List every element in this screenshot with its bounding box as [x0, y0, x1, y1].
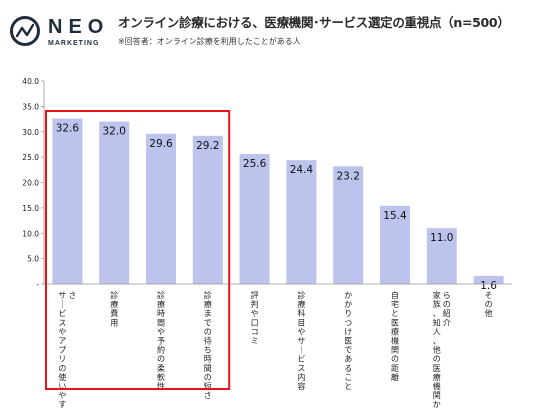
bar-4: [192, 135, 223, 284]
bar-6: [286, 160, 317, 284]
y-tick-label: 35.0: [22, 102, 39, 111]
logo-brand-text: NEO: [48, 16, 110, 38]
chart-title: オンライン診療における、医療機関･サービス選定の重視点（n=500）: [118, 15, 510, 30]
category-label-6: 診療科目やサ｜ビス内容: [297, 290, 305, 391]
value-label-2: 32.0: [103, 126, 126, 138]
bar-8: [380, 205, 410, 284]
respondent-note: ※回答者：オンライン診療を利用したことがある人: [118, 37, 301, 46]
category-label-1: サ｜ビスやアプリの使いやすさ: [58, 291, 76, 409]
highlight-box: [45, 110, 231, 390]
bar-10: [473, 275, 504, 284]
bar-3: [146, 133, 176, 284]
category-label-2: 診療費用: [110, 290, 118, 327]
logo-mark-icon: [10, 16, 40, 46]
bar-1: [52, 118, 83, 285]
y-tick-label: 40.0: [22, 77, 39, 86]
y-tick-label: 30.0: [22, 128, 39, 137]
bar-9: [426, 228, 457, 284]
y-tick-label: 25.0: [22, 153, 39, 162]
y-tick-label: 5.0: [27, 255, 39, 264]
value-label-6: 24.4: [290, 164, 314, 176]
category-label-5: 評判や口コミ: [251, 290, 259, 346]
bar-2: [99, 121, 130, 284]
y-tick-label: 15.0: [22, 204, 39, 213]
value-label-9: 11.0: [430, 232, 453, 244]
y-tick-label: 20.0: [22, 179, 39, 188]
value-label-1: 32.6: [56, 123, 80, 135]
category-label-8: 自宅と医療機関の距離: [391, 290, 399, 382]
y-tick-label: -: [36, 280, 39, 289]
neo-marketing-logo: NEO MARKETING: [10, 10, 108, 54]
value-label-5: 25.6: [243, 158, 267, 170]
bar-7: [333, 166, 364, 284]
category-label-4: 診療までの待ち時間の短さ: [204, 290, 212, 400]
value-label-7: 23.2: [337, 170, 360, 182]
value-label-4: 29.2: [196, 140, 219, 152]
y-tick-label: 10.0: [22, 229, 39, 238]
category-label-3: 診療時間や予約の柔軟性: [157, 290, 165, 391]
category-label-9: 家族、知人、他の医療機関からの紹介: [433, 290, 451, 409]
category-label-10: その他: [485, 291, 493, 318]
value-label-10: 1.6: [480, 280, 497, 292]
value-label-8: 15.4: [383, 210, 407, 222]
value-label-3: 29.6: [149, 138, 173, 150]
bar-5: [239, 154, 270, 284]
category-label-7: かかりつけ医であること: [344, 291, 352, 391]
logo-sub-text: MARKETING: [48, 40, 100, 47]
